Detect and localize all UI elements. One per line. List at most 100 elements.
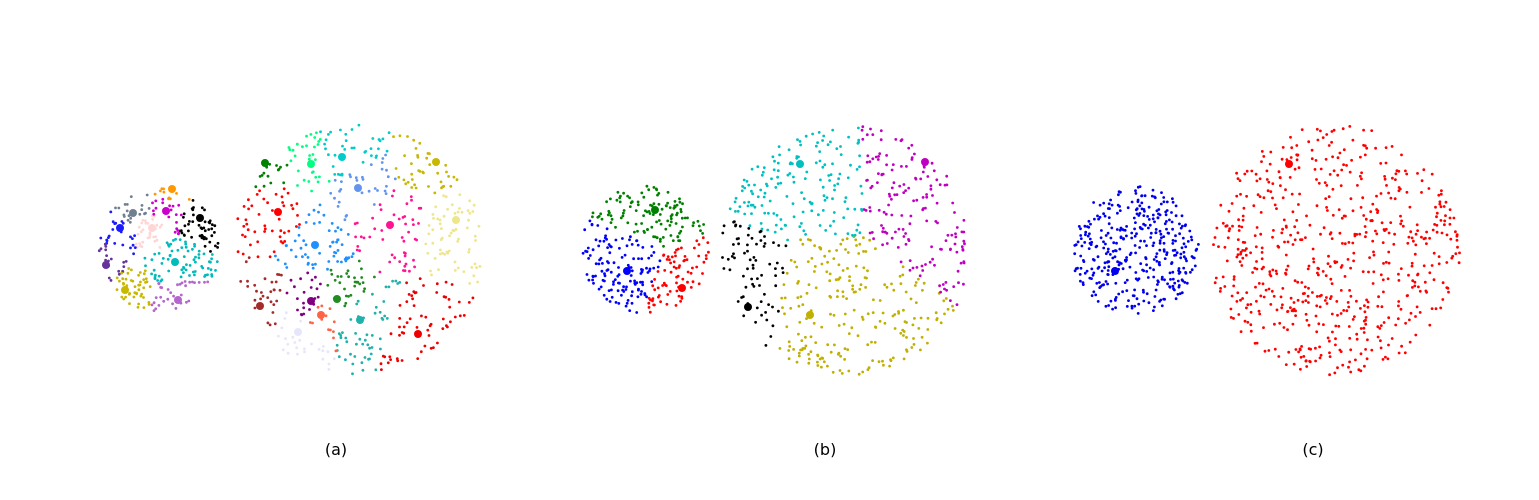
data-point xyxy=(1182,250,1186,254)
data-point xyxy=(1422,168,1426,172)
data-point xyxy=(1097,265,1101,269)
data-point xyxy=(288,148,292,152)
data-point xyxy=(779,218,783,221)
data-point xyxy=(1168,271,1172,275)
data-point xyxy=(1324,157,1328,161)
data-point xyxy=(1318,345,1321,349)
data-point xyxy=(846,267,849,270)
data-point xyxy=(175,192,178,195)
data-point xyxy=(617,302,621,305)
data-point xyxy=(644,209,647,213)
data-point xyxy=(789,306,793,310)
data-point xyxy=(878,299,882,302)
data-point xyxy=(762,245,766,248)
data-point xyxy=(1310,157,1314,161)
data-point xyxy=(668,258,671,262)
data-point xyxy=(934,311,938,315)
data-point xyxy=(925,195,929,199)
data-point xyxy=(1452,216,1456,220)
data-point xyxy=(432,217,435,220)
data-point xyxy=(855,244,858,247)
data-point xyxy=(1158,229,1162,233)
data-point xyxy=(336,226,340,230)
data-point xyxy=(818,224,822,227)
data-point xyxy=(1435,223,1439,227)
data-point xyxy=(639,292,643,296)
data-point xyxy=(933,263,936,267)
data-point xyxy=(152,209,155,213)
data-point xyxy=(398,281,402,284)
data-point xyxy=(1275,272,1279,275)
data-point xyxy=(150,272,154,276)
data-point xyxy=(637,257,640,260)
cluster-center-marker xyxy=(116,224,124,232)
data-point xyxy=(327,260,331,263)
data-point xyxy=(792,180,796,184)
data-point xyxy=(1331,187,1335,191)
data-point xyxy=(1331,213,1335,217)
data-point xyxy=(1262,155,1266,158)
data-point xyxy=(1235,300,1239,303)
cluster-center-marker xyxy=(452,216,460,224)
data-point xyxy=(882,210,886,214)
data-point xyxy=(789,258,793,262)
data-point xyxy=(653,303,656,307)
data-point xyxy=(952,285,956,288)
data-point xyxy=(748,224,752,228)
data-point xyxy=(795,265,799,269)
data-point xyxy=(1290,146,1294,150)
data-point xyxy=(284,244,288,248)
data-point xyxy=(1347,365,1350,369)
data-point xyxy=(1133,227,1136,231)
data-point xyxy=(1363,310,1367,314)
data-point xyxy=(132,252,136,256)
data-point xyxy=(281,348,285,352)
data-point xyxy=(1125,305,1129,308)
data-point xyxy=(1109,299,1113,303)
data-point xyxy=(260,291,263,294)
data-point xyxy=(154,296,158,299)
data-point xyxy=(302,239,306,243)
data-point xyxy=(1354,358,1357,362)
cluster-center-marker xyxy=(414,330,422,338)
data-point xyxy=(114,206,117,210)
data-point xyxy=(787,340,791,344)
data-point xyxy=(1289,156,1293,159)
data-point xyxy=(596,224,600,227)
data-point xyxy=(1280,306,1284,310)
data-point xyxy=(829,312,832,316)
data-point xyxy=(1289,306,1292,309)
data-point xyxy=(344,301,348,305)
data-point xyxy=(636,243,640,247)
data-point xyxy=(656,286,660,290)
data-point xyxy=(159,189,162,193)
data-point xyxy=(1416,272,1420,276)
data-point xyxy=(753,205,757,209)
data-point xyxy=(153,252,157,256)
data-point xyxy=(179,293,183,297)
data-point xyxy=(391,194,394,198)
data-point xyxy=(1130,231,1134,235)
data-point xyxy=(1166,282,1169,286)
data-point xyxy=(778,347,782,350)
data-point xyxy=(185,300,188,304)
data-point xyxy=(456,240,460,243)
cluster-center-marker xyxy=(294,328,302,336)
data-point xyxy=(793,260,797,264)
data-point xyxy=(1351,241,1355,245)
data-point xyxy=(180,231,184,235)
data-point xyxy=(274,280,278,284)
data-point xyxy=(118,279,121,283)
data-point xyxy=(127,267,131,270)
data-point xyxy=(291,207,295,211)
data-point xyxy=(193,244,197,248)
data-point xyxy=(1415,305,1419,309)
data-point xyxy=(1090,240,1094,244)
data-point xyxy=(1239,192,1242,196)
data-point xyxy=(355,179,359,182)
data-point xyxy=(835,249,838,252)
data-point xyxy=(131,279,135,283)
data-point xyxy=(304,221,308,224)
data-point xyxy=(1394,323,1398,327)
data-point xyxy=(1223,285,1227,288)
